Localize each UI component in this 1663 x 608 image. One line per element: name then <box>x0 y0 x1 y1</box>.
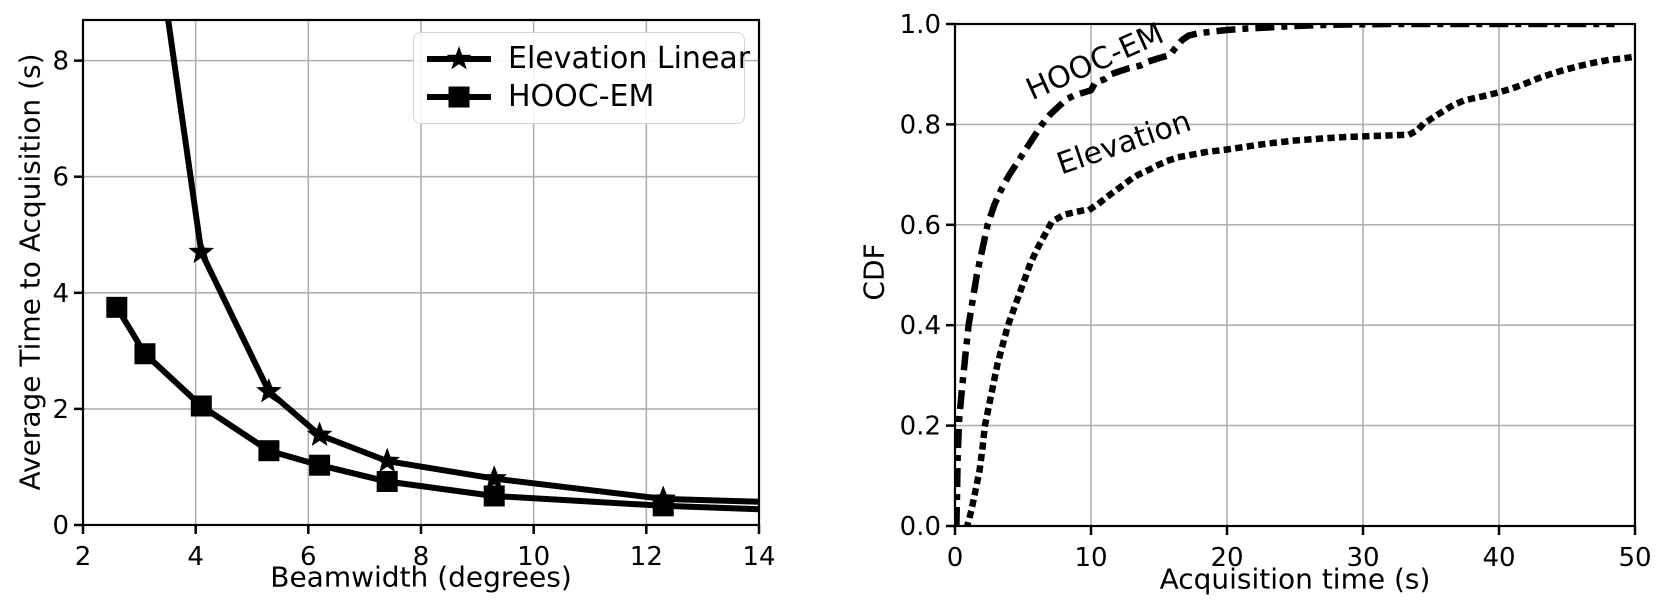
left-chart-y-tick-label: 0 <box>52 511 69 541</box>
left-chart-y-tick-label: 2 <box>52 395 69 425</box>
left-chart-x-tick-label: 2 <box>75 542 92 572</box>
left-chart-y-tick-label: 4 <box>52 279 69 309</box>
right-chart-x-tick-label: 40 <box>1482 543 1515 573</box>
square-marker-icon <box>134 343 156 365</box>
legend-label-elevation-linear: Elevation Linear <box>508 41 751 77</box>
star-marker-icon <box>188 238 215 264</box>
left-y-axis-label: Average Time to Acquisition (s) <box>13 53 47 491</box>
left-chart-x-tick-label: 8 <box>413 542 430 572</box>
right-chart-y-tick-label: 0.2 <box>900 412 941 442</box>
right-chart: 0 10 20 30 40 50 0.0 0.2 0.4 0.6 0.8 1.0 <box>900 10 1652 573</box>
left-chart-y-tick-label: 6 <box>52 163 69 193</box>
right-chart-x-tick-label: 30 <box>1346 543 1379 573</box>
legend-item-elevation-linear: Elevation Linear <box>424 44 750 74</box>
square-marker-icon <box>427 86 491 108</box>
right-chart-series <box>955 24 1635 526</box>
square-marker-icon <box>106 296 128 318</box>
left-chart-x-tick-label: 10 <box>517 542 550 572</box>
series-elevation-linear <box>165 20 759 505</box>
star-marker-icon <box>256 378 282 403</box>
right-chart-y-tick-label: 0.4 <box>900 311 941 341</box>
legend-label-hooc-em: HOOC-EM <box>508 78 655 114</box>
right-chart-ticks: 0 10 20 30 40 50 0.0 0.2 0.4 0.6 0.8 1.0 <box>900 10 1652 573</box>
series-elevation <box>963 53 1635 526</box>
right-chart-grid <box>954 23 1636 527</box>
right-chart-y-tick-label: 1.0 <box>900 10 941 40</box>
left-x-axis-label: Beamwidth (degrees) <box>270 560 572 594</box>
right-chart-y-tick-label: 0.0 <box>900 512 941 542</box>
right-chart-x-tick-label: 20 <box>1210 543 1243 573</box>
square-marker-icon <box>483 485 505 507</box>
left-chart-y-tick-label: 8 <box>52 47 69 77</box>
square-marker-icon <box>190 395 212 417</box>
left-chart-x-tick-label: 4 <box>187 542 204 572</box>
series-hooc-em <box>955 24 1615 526</box>
right-chart-spines <box>953 22 1637 528</box>
star-marker-icon <box>481 465 508 490</box>
left-chart-series <box>106 20 759 517</box>
legend-item-hooc-em: HOOC-EM <box>424 78 734 114</box>
left-chart-legend: Elevation Linear HOOC-EM <box>413 32 750 124</box>
left-chart-x-tick-label: 6 <box>300 542 317 572</box>
right-y-axis-label: CDF <box>857 243 891 301</box>
right-chart-x-tick-label: 50 <box>1618 543 1651 573</box>
right-chart-y-tick-label: 0.8 <box>900 110 941 140</box>
right-chart-x-tick-label: 0 <box>947 543 964 573</box>
right-x-axis-label: Acquisition time (s) <box>1159 562 1431 596</box>
star-marker-icon <box>374 447 400 473</box>
square-marker-icon <box>309 454 331 476</box>
right-chart-x-tick-label: 10 <box>1074 543 1107 573</box>
left-chart-x-tick-label: 12 <box>630 542 663 572</box>
left-chart-grid <box>82 20 760 526</box>
square-marker-icon <box>258 440 280 462</box>
square-marker-icon <box>652 495 674 517</box>
right-chart-y-tick-label: 0.6 <box>900 211 941 241</box>
square-marker-icon <box>376 470 398 492</box>
left-chart-x-tick-label: 14 <box>742 542 775 572</box>
star-marker-icon <box>427 46 491 70</box>
star-marker-icon <box>306 421 333 446</box>
